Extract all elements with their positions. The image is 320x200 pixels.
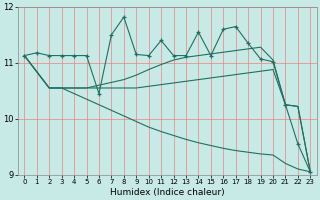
X-axis label: Humidex (Indice chaleur): Humidex (Indice chaleur) — [110, 188, 225, 197]
